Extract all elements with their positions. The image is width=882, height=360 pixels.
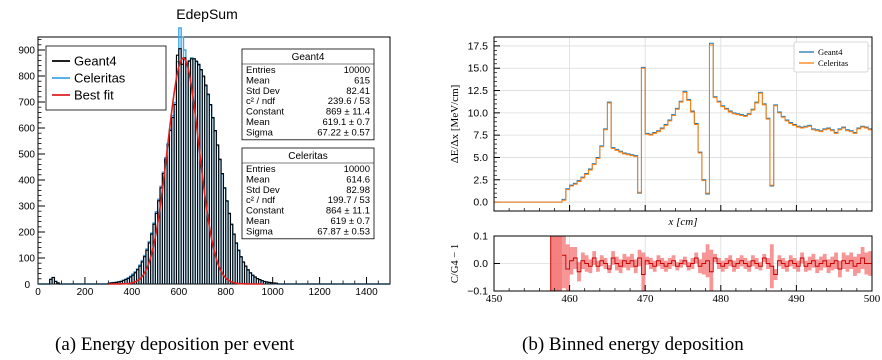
chart-a-stats-value: 82.41	[346, 86, 370, 97]
chart-b-legend-label: Celeritas	[818, 58, 848, 68]
chart-a-best-fit-curve	[108, 57, 264, 285]
chart-b-ratio-x-tick-label: 500	[864, 293, 881, 305]
chart-b-y-tick-label: 17.5	[468, 40, 489, 52]
chart-a-stats-value: 82.98	[346, 185, 370, 196]
chart-a-stats-label: Mean	[246, 174, 270, 185]
chart-a-y-tick-label: 600	[18, 124, 35, 135]
chart-a-stats-label: Std Dev	[246, 86, 280, 97]
chart-a-geant4-histogram	[38, 48, 390, 285]
chart-a-stats-label: Mean	[246, 216, 270, 227]
caption-a: (a) Energy deposition per event	[55, 334, 295, 355]
chart-a-stats-title: Celeritas	[288, 151, 327, 162]
chart-a-stats-value: 615	[354, 75, 370, 86]
chart-a-y-tick-label: 900	[18, 46, 35, 57]
chart-b-ratio-x-tick-label: 460	[561, 293, 578, 305]
chart-a-x-tick-label: 1400	[355, 287, 378, 298]
chart-b-binned-energy: 0.0 2.5 5.0 7.5 10.0 12.5 15.0 17.5 x [cm] ΔE/Δx …	[449, 36, 881, 305]
chart-a-x-tick-label: 800	[217, 287, 234, 298]
chart-a-legend: Geant4 Celeritas Best fit	[45, 45, 167, 111]
chart-b-frame	[493, 36, 873, 212]
chart-a-stats-value: 864 ± 11.1	[326, 206, 370, 217]
chart-a-legend-label: Geant4	[74, 54, 117, 69]
chart-b-x-axis	[493, 205, 873, 211]
chart-a-y-tick-label: 800	[18, 72, 35, 83]
chart-a-x-axis: 0 200 400 600 800 1000 1200 1400	[35, 277, 391, 298]
chart-a-stats-label: Mean	[246, 117, 270, 128]
chart-b-ratio-x-tick-label: 450	[486, 293, 503, 305]
chart-b-y-axis: 0.0 2.5 5.0 7.5 10.0 12.5 15.0 17.5	[468, 40, 500, 209]
chart-a-y-tick-label: 700	[18, 98, 35, 109]
chart-b-y-tick-label: 7.5	[473, 130, 488, 142]
chart-a-stats-value: 10000	[344, 164, 370, 175]
chart-a-stats-title: Geant4	[292, 52, 325, 63]
chart-a-x-tick-label: 600	[170, 287, 187, 298]
chart-a-stats-label: c² / ndf	[246, 195, 275, 206]
chart-a-stats-label: Constant	[246, 107, 284, 118]
chart-b-ratio-x-tick-label: 470	[637, 293, 654, 305]
chart-a-stats-label: Constant	[246, 206, 284, 217]
chart-b-ratio-band-saturated	[550, 236, 563, 291]
chart-a-stats-label: Entries	[246, 164, 276, 175]
chart-a-x-tick-label: 200	[77, 287, 94, 298]
chart-b-y-tick-label: 15.0	[468, 63, 489, 75]
chart-b-ratio-y-tick-label: −0.1	[467, 286, 488, 298]
chart-b-y-tick-label: 10.0	[468, 107, 489, 119]
chart-a-stats-value: 199.7 / 53	[328, 195, 370, 206]
chart-a-stats-label: Sigma	[246, 127, 274, 138]
chart-b-ratio-y-tick-label: 0.0	[473, 258, 488, 270]
chart-a-stats-value: 619 ± 0.7	[330, 216, 370, 227]
chart-a-stats-label: Std Dev	[246, 185, 280, 196]
chart-b-legend-box	[793, 41, 869, 73]
chart-a-stats-value: 239.6 / 53	[328, 96, 370, 107]
chart-b-series	[494, 42, 873, 203]
chart-a-stats-label: c² / ndf	[246, 96, 275, 107]
chart-b-y-tick-label: 0.0	[473, 197, 488, 209]
chart-a-stats-value: 869 ± 11.4	[326, 107, 370, 118]
chart-b-y-tick-label: 5.0	[473, 152, 488, 164]
chart-b-x-label: x [cm]	[667, 216, 697, 228]
chart-a-stats-label: Entries	[246, 65, 276, 76]
chart-a-x-tick-label: 400	[124, 287, 141, 298]
chart-a-legend-label: Celeritas	[74, 71, 126, 86]
chart-b-ratio-x-tick-label: 480	[713, 293, 730, 305]
chart-b-celeritas-line	[494, 44, 873, 203]
chart-a-y-tick-label: 500	[18, 150, 35, 161]
chart-b-ratio-band-group	[550, 236, 873, 291]
chart-a-y-zero-label: 0	[24, 280, 30, 291]
chart-a-title: EdepSum	[176, 6, 237, 22]
chart-a-y-tick-label: 300	[18, 202, 35, 213]
chart-b-ratio-x-axis: 450 460 470 480 490 500	[486, 285, 881, 305]
chart-b-y-label: ΔE/Δx [MeV/cm]	[449, 85, 461, 164]
chart-a-stats-value: 619.1 ± 0.7	[323, 117, 370, 128]
chart-b-y-tick-label: 12.5	[468, 85, 489, 97]
chart-a-x-tick-label: 1000	[262, 287, 285, 298]
chart-a-legend-label: Best fit	[74, 88, 114, 103]
chart-b-ratio-y-axis: −0.1 0.0 0.1	[467, 231, 500, 298]
chart-b-y-tick-label: 2.5	[473, 174, 488, 186]
chart-a-stats-value: 67.22 ± 0.57	[317, 127, 370, 138]
chart-a-stats-value: 67.87 ± 0.53	[317, 226, 370, 237]
chart-a-stats-value: 10000	[344, 65, 370, 76]
chart-b-legend-label: Geant4	[818, 47, 843, 57]
chart-b-ratio-y-tick-label: 0.1	[473, 231, 488, 243]
chart-a-y-tick-label: 400	[18, 176, 35, 187]
chart-a-stats-label: Sigma	[246, 226, 274, 237]
chart-a-x-tick-label: 0	[35, 287, 41, 298]
chart-a-y-tick-label: 200	[18, 228, 35, 239]
chart-a-series	[38, 27, 390, 285]
chart-a-y-tick-label: 100	[18, 254, 35, 265]
chart-a-stats-value: 614.6	[346, 174, 370, 185]
caption-b: (b) Binned energy deposition	[522, 334, 744, 355]
chart-b-ratio-x-tick-label: 490	[788, 293, 805, 305]
chart-a-energy-histogram: EdepSum 0 200 400 600 800 1000 1200 1400 100 200 30…	[18, 6, 391, 298]
chart-a-x-tick-label: 1200	[308, 287, 331, 298]
chart-b-geant4-line	[494, 42, 873, 203]
chart-b-ratio-line	[562, 254, 873, 275]
chart-a-stats: Geant4 Entries 10000 Mean 615 Std Dev 82.41 c² …	[241, 48, 375, 240]
chart-b-ratio-y-label: C/G4 − 1	[450, 244, 461, 283]
chart-a-stats-label: Mean	[246, 75, 270, 86]
chart-a-y-axis: 100 200 300 400 500 600 700 800 900 0	[18, 39, 45, 291]
